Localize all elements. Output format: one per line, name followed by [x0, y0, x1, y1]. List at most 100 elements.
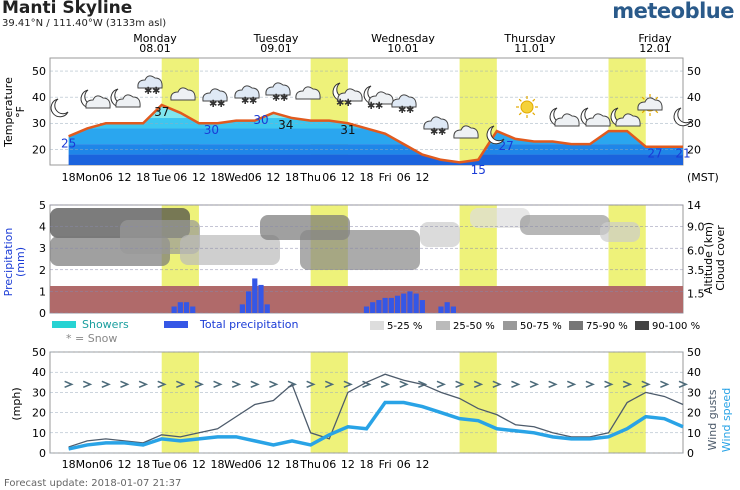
snow-cloud-icon: ✱ ✱: [234, 85, 260, 107]
wind-direction-arrow: [324, 380, 335, 389]
sun-shape: [520, 100, 534, 114]
cloud-cover-swatch: [503, 321, 517, 330]
x-tick-label: 12: [192, 458, 206, 471]
moon-cloud-icon: [110, 88, 141, 108]
temp-label: 21: [675, 147, 690, 161]
x-tick-label: 18: [62, 458, 76, 471]
x-tick-label: 18: [62, 171, 76, 184]
precipitation-bar: [407, 291, 413, 313]
cloud-cover-region: [420, 222, 460, 247]
wind-direction-arrow: [622, 380, 633, 389]
precip-tick: 3: [39, 242, 46, 255]
cloud-shape: [585, 113, 611, 127]
cloud-cover-region: [600, 222, 640, 242]
precipitation-bar: [190, 306, 196, 313]
precipitation-bar: [183, 302, 190, 313]
precipitation-bar: [245, 291, 252, 313]
wind-direction-arrow: [566, 380, 577, 389]
wind-direction-arrow: [492, 380, 502, 389]
snowflake-glyph: ✱: [217, 99, 225, 110]
wind-direction-arrow: [82, 380, 93, 389]
sun-cloud-icon: [637, 94, 663, 116]
precipitation-panel: 0 1 2 3 4 5 1.5 3.5 6.0 9.0 14 Precipitation (mm) Alt…: [2, 199, 727, 320]
moon-shape: [486, 125, 505, 145]
wind-direction-arrow: [473, 380, 484, 389]
cloud-icon: [170, 87, 196, 101]
sun-ray: [518, 112, 522, 116]
moon-cloud-icon: [580, 107, 611, 127]
cloud-shape: [115, 94, 141, 108]
temp-label: 30: [253, 113, 268, 127]
temp-tick-right: 20: [687, 143, 701, 156]
cloud-cover-axis-label: Cloud cover: [714, 225, 727, 291]
x-tick-label: 06: [99, 458, 113, 471]
brand-logo[interactable]: meteoblue: [612, 0, 734, 23]
altitude-tick: 14: [687, 199, 701, 212]
wind-tick-left: 10: [32, 427, 46, 440]
moon-shape: [50, 98, 69, 118]
cloud-shape: [337, 88, 363, 102]
cloud-cover-swatch: [635, 321, 649, 330]
x-tick-label: 06: [397, 171, 411, 184]
precip-axis-label: Precipitation: [2, 228, 15, 297]
precipitation-bar: [258, 284, 264, 313]
x-tick-label: Thu: [299, 171, 321, 184]
wind-tick-right: 30: [687, 386, 701, 399]
wind-axis-unit: (mph): [10, 387, 23, 420]
wind-direction-arrow: [455, 380, 465, 389]
moon-snow-icon: ✱ ✱: [363, 85, 394, 112]
cloud-shape: [637, 97, 663, 111]
wind-direction-arrow: [157, 380, 167, 389]
cloud-shape: [453, 125, 479, 139]
snow-cloud-icon: ✱ ✱: [265, 82, 291, 104]
wind-gusts-label: Wind gusts: [706, 389, 719, 450]
temp-label: 34: [278, 118, 293, 132]
cloud-shape: [85, 95, 111, 109]
x-tick-label: 06: [248, 171, 262, 184]
precip-tick: 0: [39, 307, 46, 320]
temp-tick-left: 20: [32, 143, 46, 156]
precipitation-bar: [376, 300, 382, 313]
x-tick-label: 06: [322, 171, 336, 184]
altitude-tick: 1.5: [687, 288, 705, 301]
moon-icon: [50, 98, 69, 118]
precipitation-bar: [382, 297, 388, 313]
cloud-icon: [453, 125, 479, 139]
moon-snow-icon: ✱ ✱: [332, 82, 363, 109]
snowflake-glyph: ✱: [241, 96, 249, 107]
wind-tick-right: 40: [687, 366, 701, 379]
sun-ray: [641, 110, 645, 114]
wind-direction-arrow: [660, 380, 670, 389]
cloud-shape: [202, 88, 228, 102]
wind-tick-right: 50: [687, 346, 701, 359]
precip-tick: 4: [39, 221, 46, 234]
snowflake-glyph: ✱: [209, 99, 217, 110]
day-date: 11.01: [514, 42, 546, 55]
wind-direction-arrow: [306, 380, 316, 389]
day-name: Friday: [638, 32, 672, 45]
day-date: 08.01: [139, 42, 171, 55]
cloud-cover-region: [300, 230, 420, 270]
precipitation-bar: [394, 295, 401, 313]
x-tick-label: 06: [99, 171, 113, 184]
wind-direction-arrow: [399, 380, 409, 389]
x-tick-label: 18: [285, 171, 299, 184]
day-name: Wednesday: [371, 32, 435, 45]
time-zone-label: (MST): [687, 171, 719, 184]
cloud-cover-label: 90-100 %: [652, 321, 700, 332]
daytime-band: [161, 352, 199, 453]
wind-direction-arrow: [194, 380, 204, 389]
altitude-axis-label: Altitude (km): [702, 222, 715, 294]
precipitation-bar: [177, 302, 183, 313]
wind-direction-arrow: [138, 380, 149, 389]
wind-gusts-line: [68, 373, 684, 448]
wind-tick-right: 0: [687, 447, 694, 460]
temp-label: 15: [471, 163, 486, 177]
temp-tick-left: 50: [32, 65, 46, 78]
snowflake-glyph: ✱: [280, 93, 288, 104]
wind-direction-arrow: [604, 380, 614, 389]
cloud-shape: [391, 94, 417, 108]
sun-ray: [655, 96, 659, 100]
precipitation-bar: [444, 302, 450, 313]
